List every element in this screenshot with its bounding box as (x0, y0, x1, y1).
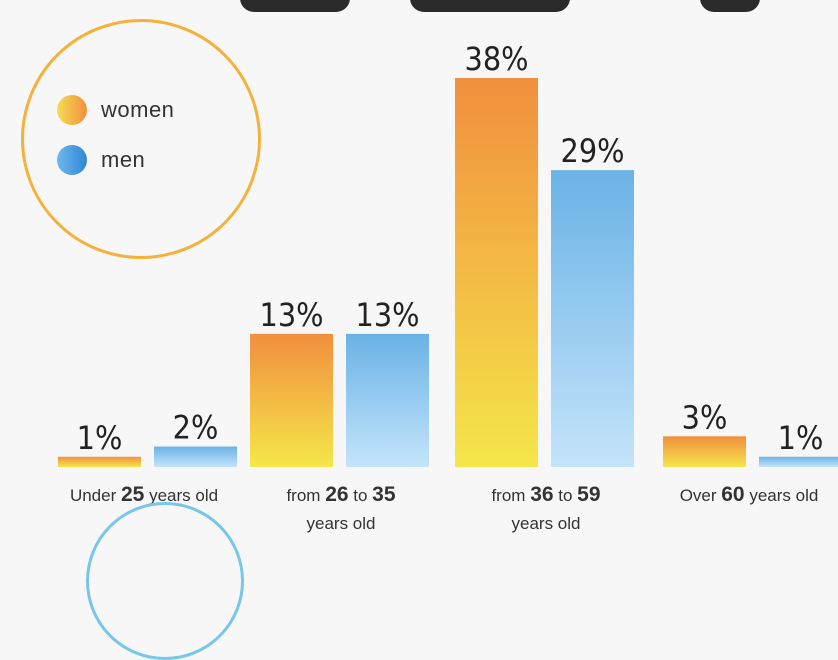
value-label-women-2: 38% (465, 40, 529, 78)
bar-women-2 (455, 78, 538, 467)
bar-men-3 (759, 456, 838, 467)
value-label-men-3: 1% (778, 419, 824, 457)
legend: women men (21, 19, 261, 259)
legend-label-women: women (101, 97, 175, 122)
title-fragment-right (700, 0, 760, 12)
bar-area: 1% 13% 38% 3% 2% 13% 29% 1% Under 25 years old fr… (58, 40, 838, 533)
value-label-women-0: 1% (77, 419, 123, 457)
legend-swatch-women (57, 95, 87, 125)
value-label-men-0: 2% (173, 409, 219, 447)
legend-swatch-men (57, 145, 87, 175)
category-label-line2-2: years old (512, 514, 581, 533)
category-label-0: Under 25 years old (70, 483, 218, 506)
chart: women men 1% 13% 38% 3% 2% 13% 29% 1% Under 25 y… (21, 0, 838, 660)
bar-men-0 (154, 446, 237, 467)
decorative-ring (86, 502, 244, 660)
title-fragment-middle (410, 0, 570, 12)
title-fragment-left (240, 0, 350, 12)
category-label-1: from 26 to 35 (286, 483, 395, 506)
value-label-women-3: 3% (682, 398, 728, 436)
legend-item-men: men (57, 142, 145, 178)
bar-men-1 (346, 333, 429, 467)
category-label-line2-1: years old (307, 514, 376, 533)
legend-item-women: women (57, 92, 174, 128)
value-label-women-1: 13% (260, 296, 324, 334)
bar-women-0 (58, 456, 141, 467)
bar-men-2 (551, 170, 634, 467)
legend-label-men: men (101, 147, 146, 172)
category-label-3: Over 60 years old (680, 483, 819, 506)
bar-women-1 (250, 333, 333, 467)
category-label-2: from 36 to 59 (491, 483, 600, 506)
value-label-men-1: 13% (356, 296, 420, 334)
value-label-men-2: 29% (561, 132, 625, 170)
bar-women-3 (663, 436, 746, 467)
